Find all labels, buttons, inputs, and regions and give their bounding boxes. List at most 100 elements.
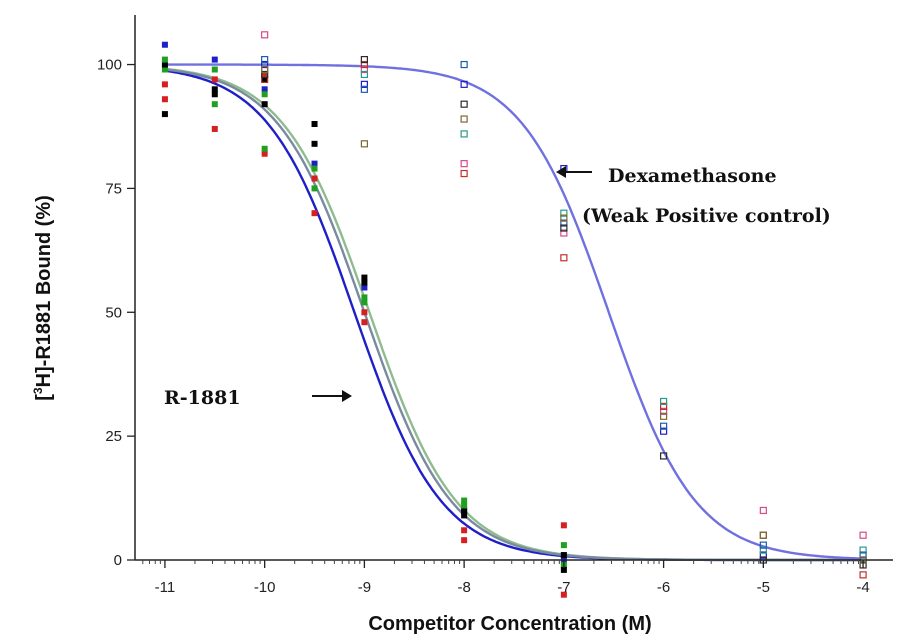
data-point <box>461 537 468 544</box>
dexamethasone-arrowhead <box>556 166 566 178</box>
r1881-label: R-1881 <box>164 387 241 409</box>
y-axis-title: [3H]-R1881 Bound (%) <box>31 195 55 401</box>
data-point <box>461 512 468 519</box>
data-point <box>759 546 767 554</box>
fit-curve <box>164 68 862 562</box>
data-point <box>211 86 218 93</box>
data-point <box>211 66 218 73</box>
data-point <box>211 125 218 132</box>
axes <box>134 15 893 561</box>
data-point <box>460 169 468 178</box>
data-point <box>360 140 368 148</box>
data-point <box>560 552 567 559</box>
fit-curve <box>164 67 862 562</box>
data-point <box>361 319 368 326</box>
data-point <box>161 66 168 73</box>
data-point <box>311 121 318 127</box>
data-point <box>211 56 218 63</box>
data-point <box>211 101 218 108</box>
data-point <box>560 224 568 232</box>
data-point <box>311 165 318 172</box>
data-point <box>161 81 168 88</box>
x-tick-label: -10 <box>254 579 276 596</box>
data-point <box>560 522 567 529</box>
data-point <box>660 397 668 406</box>
data-point <box>461 497 468 504</box>
data-point <box>261 86 268 93</box>
data-point <box>460 80 468 88</box>
fit-curve <box>164 69 862 562</box>
data-point <box>560 219 568 227</box>
data-point <box>161 61 168 68</box>
data-point <box>660 452 668 460</box>
y-axis-title-prefix: [ <box>33 394 55 401</box>
annotation-r1881: R-1881 <box>164 387 352 409</box>
x-tick-label: -6 <box>657 579 670 596</box>
fit-curve <box>164 63 862 560</box>
data-point <box>759 531 767 539</box>
data-point <box>460 115 468 123</box>
data-point <box>560 254 568 262</box>
data-point <box>211 91 218 98</box>
data-point <box>360 85 368 93</box>
data-point <box>361 279 368 286</box>
data-points <box>161 31 867 598</box>
y-axis-title-superscript: 3 <box>31 387 45 394</box>
data-point <box>261 60 269 69</box>
data-point <box>360 60 368 69</box>
data-point <box>859 546 867 554</box>
y-tick-label: 100 <box>97 57 122 74</box>
data-point <box>211 76 218 83</box>
fit-curves <box>164 63 862 562</box>
dexamethasone-label: Dexamethasone <box>608 165 777 187</box>
y-tick-label: 25 <box>105 428 122 445</box>
data-point <box>360 55 368 64</box>
x-tick-label: -4 <box>856 579 869 596</box>
data-point <box>361 274 368 281</box>
data-point <box>560 566 567 573</box>
data-point <box>261 31 269 39</box>
data-point <box>261 65 269 74</box>
data-point <box>311 175 318 182</box>
data-point <box>311 185 318 192</box>
data-point <box>660 427 668 435</box>
data-point <box>311 210 318 217</box>
data-point <box>560 209 568 217</box>
data-point <box>261 75 269 84</box>
data-point <box>660 407 668 415</box>
data-point <box>460 60 468 69</box>
data-point <box>759 541 767 549</box>
data-point <box>360 80 368 88</box>
data-point <box>361 294 368 301</box>
x-tick-label: -7 <box>557 579 570 596</box>
data-point <box>859 531 867 539</box>
data-point <box>361 309 368 316</box>
y-tick-label: 0 <box>114 552 122 569</box>
data-point <box>461 527 468 534</box>
data-point <box>560 229 568 237</box>
data-point <box>261 91 268 98</box>
data-point <box>261 71 268 78</box>
data-point <box>759 551 767 559</box>
data-point <box>261 76 268 83</box>
data-point <box>859 571 867 579</box>
x-tick-label: -5 <box>757 579 770 596</box>
data-point <box>460 130 468 138</box>
data-point <box>460 100 468 108</box>
data-point <box>759 531 767 539</box>
annotation-dexamethasone: Dexamethasone (Weak Positive control) <box>556 165 831 227</box>
data-point <box>461 502 468 509</box>
data-point <box>560 214 568 222</box>
data-point <box>361 284 368 291</box>
data-point <box>460 160 468 168</box>
data-point <box>261 70 269 79</box>
data-point <box>660 422 668 430</box>
data-point <box>161 111 168 118</box>
y-tick-label: 75 <box>105 180 122 197</box>
data-point <box>660 402 668 411</box>
data-point <box>311 140 318 147</box>
data-point <box>360 70 368 79</box>
data-point <box>859 551 867 559</box>
x-tick-label: -8 <box>457 579 470 596</box>
